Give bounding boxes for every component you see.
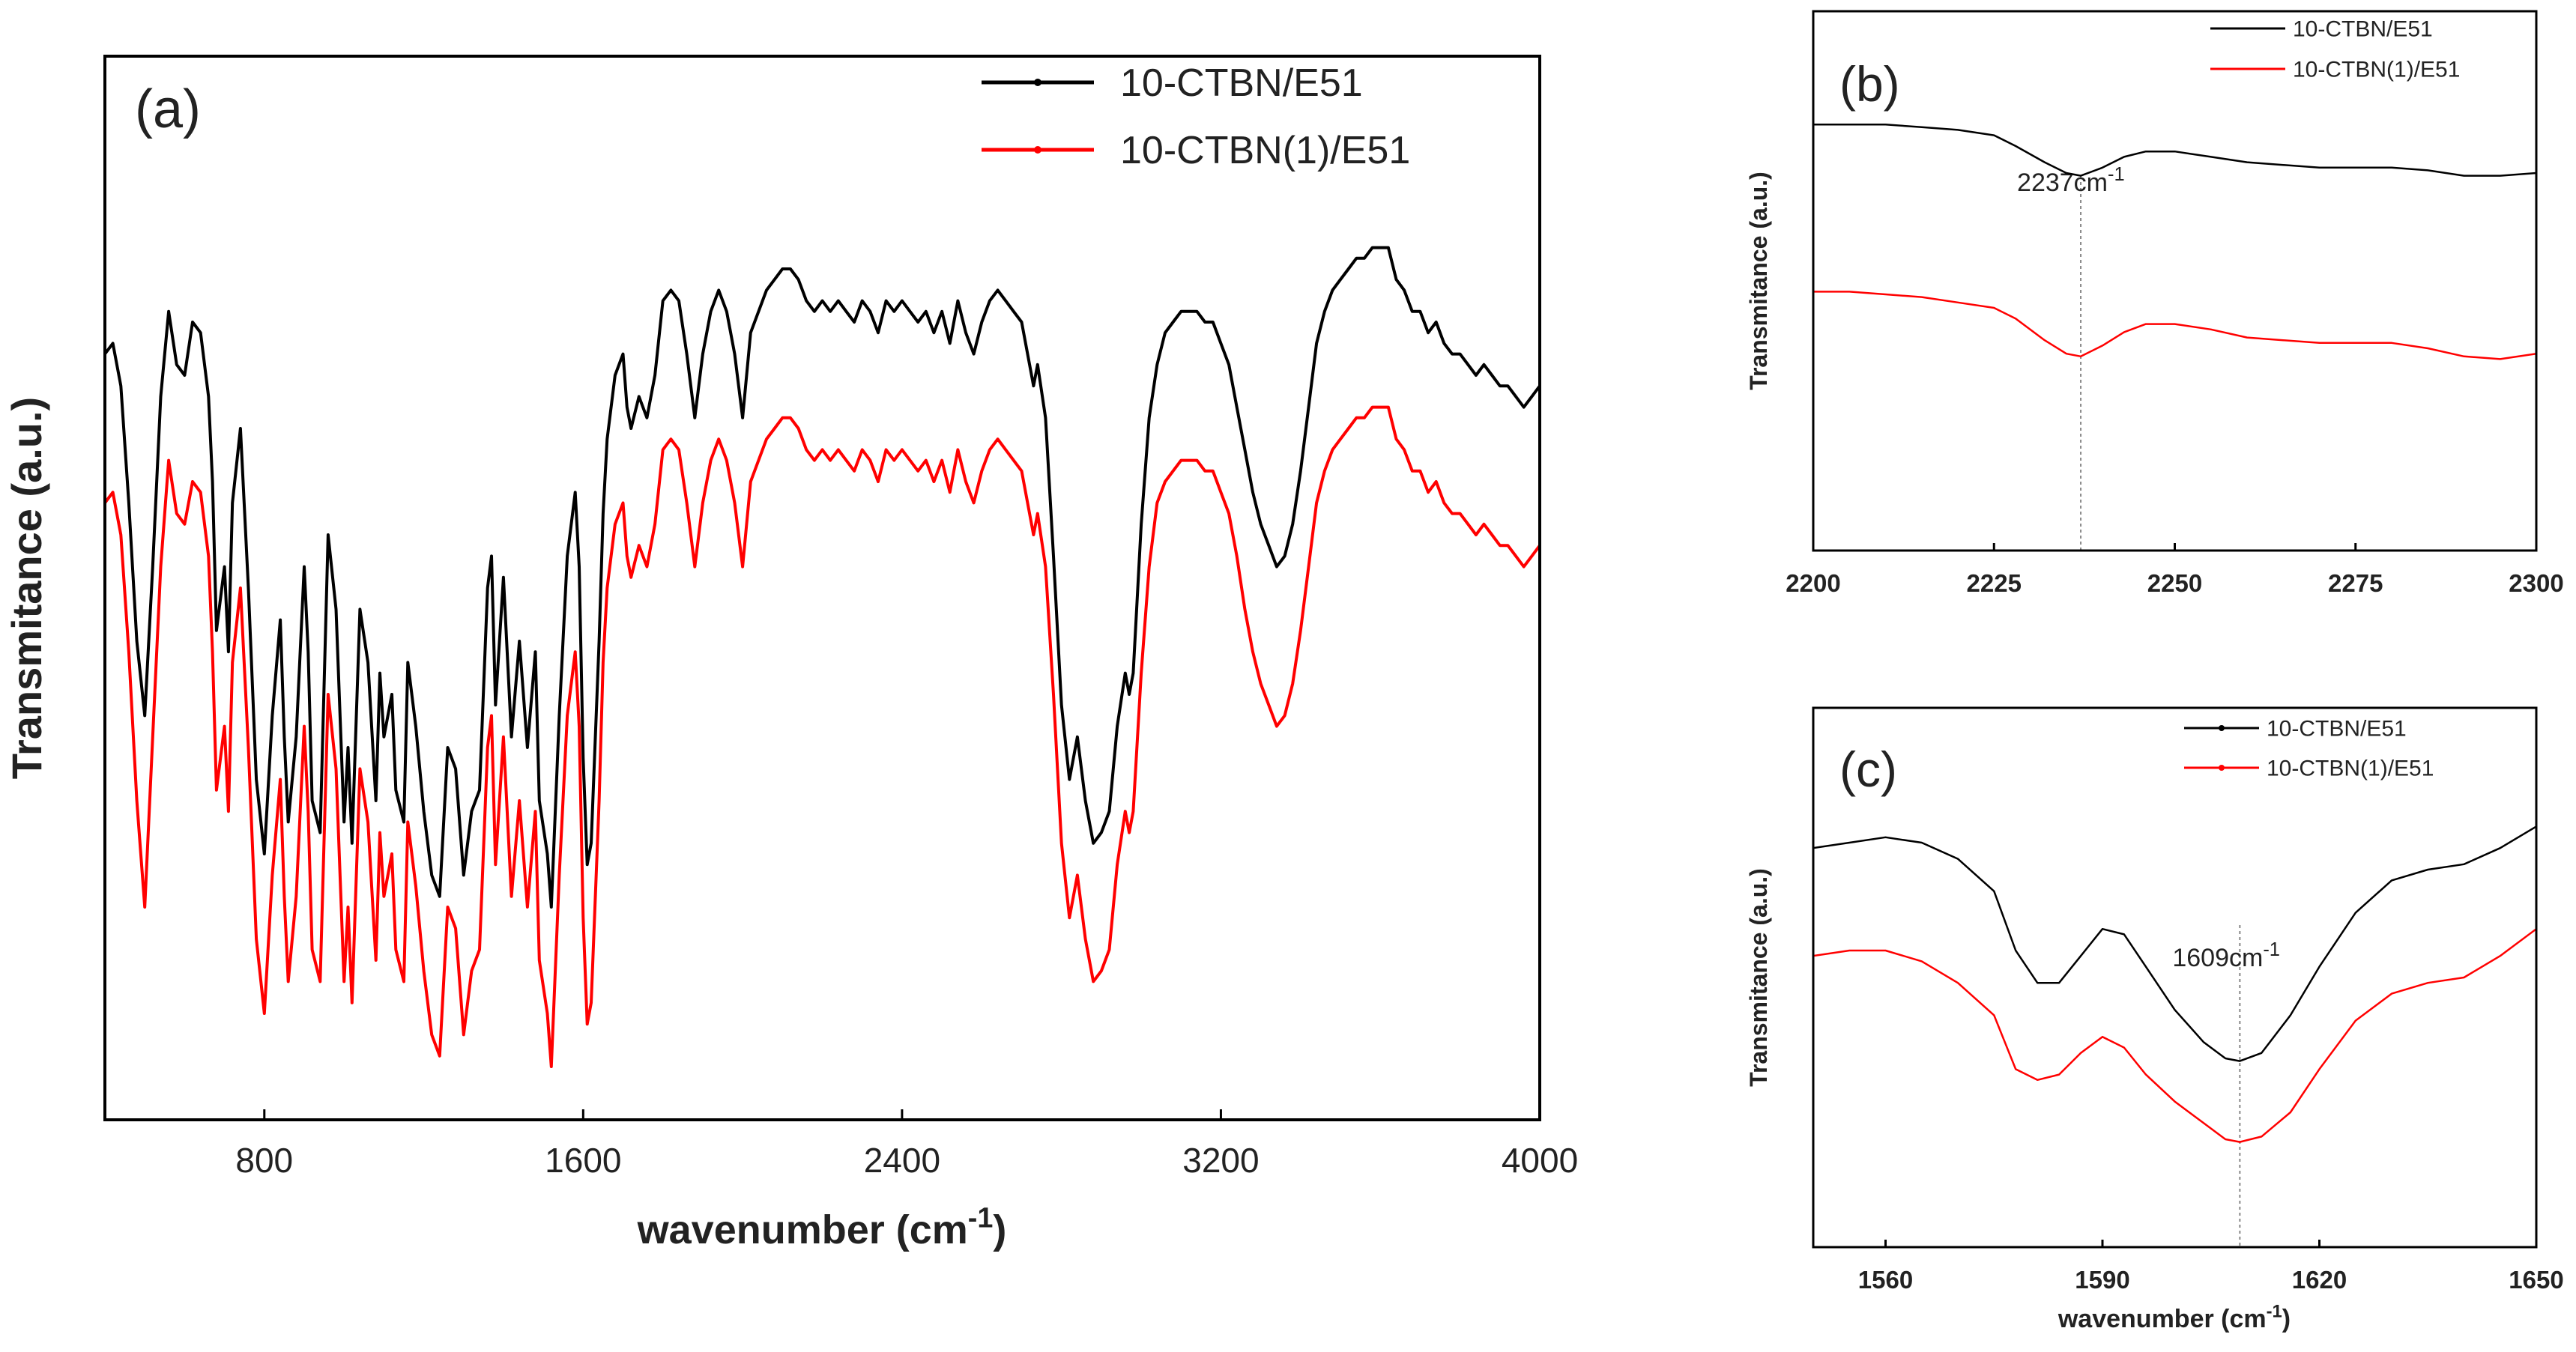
- panel-label: (b): [1839, 56, 1900, 112]
- legend-label: 10-CTBN/E51: [2267, 717, 2407, 742]
- panel-label: (a): [135, 79, 201, 139]
- x-tick-label: 2275: [2328, 569, 2383, 597]
- legend-marker: [1034, 146, 1041, 154]
- y-axis-label: Transmitance (a.u.): [1745, 868, 1772, 1087]
- y-axis-label: Transmitance (a.u.): [3, 397, 50, 779]
- legend-label: 10-CTBN(1)/E51: [2267, 757, 2434, 781]
- series-line-ctbn-e51: [1813, 825, 2536, 1062]
- annotation-superscript: -1: [2263, 939, 2280, 960]
- legend-label: 10-CTBN/E51: [2293, 17, 2433, 42]
- series-line-ctbn1-e51: [1813, 291, 2536, 360]
- x-axis-label-close: ): [2282, 1305, 2291, 1333]
- legend-label: 10-CTBN(1)/E51: [1120, 129, 1410, 172]
- x-tick-label: 3200: [1182, 1141, 1259, 1180]
- legend-marker: [2219, 725, 2225, 731]
- annotation-label: 1609cm-1: [2172, 939, 2280, 972]
- x-tick-label: 1620: [2292, 1266, 2347, 1294]
- plot-frame: [103, 55, 1541, 1121]
- x-tick-label: 2300: [2509, 569, 2563, 597]
- series-line-ctbn1-e51: [105, 405, 1540, 1068]
- annotation-label: 2237cm-1: [2017, 164, 2125, 197]
- x-axis-label: wavenumber (cm-1): [2058, 1301, 2291, 1333]
- x-axis-label: wavenumber (cm-1): [637, 1202, 1007, 1252]
- x-tick-label: 2400: [864, 1141, 940, 1180]
- legend-marker: [1034, 79, 1041, 86]
- plot-frame: [1812, 10, 2538, 552]
- x-tick-label: 2200: [1786, 569, 1840, 597]
- legend-label: 10-CTBN(1)/E51: [2293, 58, 2460, 82]
- series-line-ctbn-e51: [1813, 123, 2536, 177]
- x-tick-label: 1600: [545, 1141, 621, 1180]
- series-line-ctbn-e51: [105, 246, 1540, 909]
- legend-label: 10-CTBN/E51: [1120, 61, 1363, 105]
- x-axis-label-superscript: -1: [2267, 1301, 2282, 1321]
- panel-label: (c): [1839, 742, 1897, 797]
- plot-frame: [1812, 706, 2538, 1249]
- x-tick-label: 2225: [1967, 569, 2022, 597]
- series-line-ctbn1-e51: [1813, 928, 2536, 1143]
- panel-2: 2237cm-1 2200 2225 2250 2275 2300 Transmitance…: [1745, 10, 2564, 597]
- annotation-superscript: -1: [2108, 164, 2125, 185]
- y-axis-label: Transmitance (a.u.): [1745, 172, 1772, 390]
- panel-3: 1609cm-1 1560 1590 1620 1650 wavenumber (cm-1…: [1745, 706, 2564, 1333]
- x-tick-label: 1560: [1858, 1266, 1913, 1294]
- x-tick-label: 2250: [2147, 569, 2202, 597]
- x-tick-label: 1650: [2509, 1266, 2563, 1294]
- x-axis-label-close: ): [993, 1207, 1006, 1252]
- x-tick-label: 1590: [2075, 1266, 2129, 1294]
- x-axis-label-superscript: -1: [968, 1202, 994, 1234]
- legend-marker: [2219, 765, 2225, 771]
- x-tick-label: 4000: [1502, 1141, 1578, 1180]
- panel-1: 800 1600 2400 3200 4000 wavenumber (cm-1) Tran…: [3, 55, 1578, 1252]
- x-tick-label: 800: [235, 1141, 293, 1180]
